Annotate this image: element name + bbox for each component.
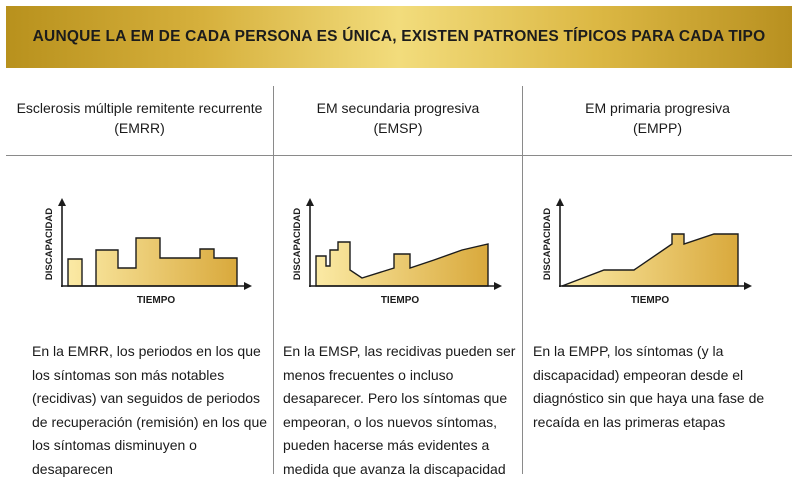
x-axis-arrow-empp xyxy=(744,282,752,290)
desc-line: desaparecen xyxy=(32,460,113,477)
description-emsp: En la EMSP, las recidivas pueden ser men… xyxy=(283,340,519,481)
column-header-empp: EM primaria progresiva (EMPP) xyxy=(523,92,792,144)
disability-area-emrr xyxy=(67,237,238,287)
x-axis-label-emrr: TIEMPO xyxy=(137,295,176,306)
y-axis-arrow-emsp xyxy=(306,198,314,206)
column-abbr-emsp: (EMSP) xyxy=(373,120,423,136)
column-abbr-empp: (EMPP) xyxy=(633,120,682,136)
header-row-divider xyxy=(6,155,792,156)
column-abbr-emrr: (EMRR) xyxy=(114,120,165,136)
x-axis-label-emsp: TIEMPO xyxy=(381,295,420,306)
desc-line: discapacidad) empeoran desde el xyxy=(533,366,744,383)
banner-title: AUNQUE LA EM DE CADA PERSONA ES ÚNICA, E… xyxy=(32,28,766,45)
column-header-emsp: EM secundaria progresiva (EMSP) xyxy=(274,92,522,144)
description-emrr: En la EMRR, los periodos en los que los … xyxy=(32,340,272,481)
chart-emrr: DISCAPACIDAD TIEMPO xyxy=(38,198,253,310)
title-banner: AUNQUE LA EM DE CADA PERSONA ES ÚNICA, E… xyxy=(6,6,792,68)
desc-line: recaída en las primeras etapas xyxy=(533,413,726,430)
column-title-emrr: Esclerosis múltiple remitente recurrente xyxy=(16,100,263,116)
desc-line: En la EMPP, los síntomas (y la xyxy=(533,343,724,359)
disability-area-emsp xyxy=(315,241,489,287)
desc-line: menos frecuentes o incluso xyxy=(283,366,454,383)
desc-line: los síntomas son más notables xyxy=(32,366,225,383)
desc-line: los síntomas disminuyen o xyxy=(32,437,197,453)
y-axis-label-emrr: DISCAPACIDAD xyxy=(44,208,55,280)
y-axis-label-emsp: DISCAPACIDAD xyxy=(292,208,303,280)
description-empp: En la EMPP, los síntomas (y la discapaci… xyxy=(533,340,783,434)
desc-line: desaparecer. Pero los síntomas que xyxy=(283,390,508,406)
column-title-emsp: EM secundaria progresiva xyxy=(316,100,480,116)
column-header-emrr: Esclerosis múltiple remitente recurrente… xyxy=(6,92,273,144)
desc-line: En la EMSP, las recidivas pueden ser xyxy=(283,343,516,359)
y-axis-label-empp: DISCAPACIDAD xyxy=(542,208,553,280)
y-axis-arrow-emrr xyxy=(58,198,66,206)
desc-line: diagnóstico sin que haya una fase de xyxy=(533,390,765,406)
x-axis-arrow-emrr xyxy=(244,282,252,290)
x-axis-label-empp: TIEMPO xyxy=(631,295,670,306)
desc-line: empeoran, o los nuevos síntomas, xyxy=(283,413,498,430)
chart-emsp: DISCAPACIDAD TIEMPO xyxy=(288,198,503,310)
desc-line: pueden hacerse más evidentes a xyxy=(283,437,490,453)
desc-line: de recuperación (remisión) en los que xyxy=(32,413,268,430)
x-axis-arrow-emsp xyxy=(494,282,502,290)
desc-line: medida que avanza la discapacidad xyxy=(283,460,506,477)
column-divider-2 xyxy=(522,86,523,474)
disability-area-empp xyxy=(561,233,739,287)
column-divider-1 xyxy=(273,86,274,474)
desc-line: En la EMRR, los periodos en los que xyxy=(32,343,261,359)
y-axis-arrow-empp xyxy=(556,198,564,206)
chart-empp: DISCAPACIDAD TIEMPO xyxy=(538,198,753,310)
desc-line: (recidivas) van seguidos de periodos xyxy=(32,390,261,406)
column-title-empp: EM primaria progresiva xyxy=(585,100,730,116)
